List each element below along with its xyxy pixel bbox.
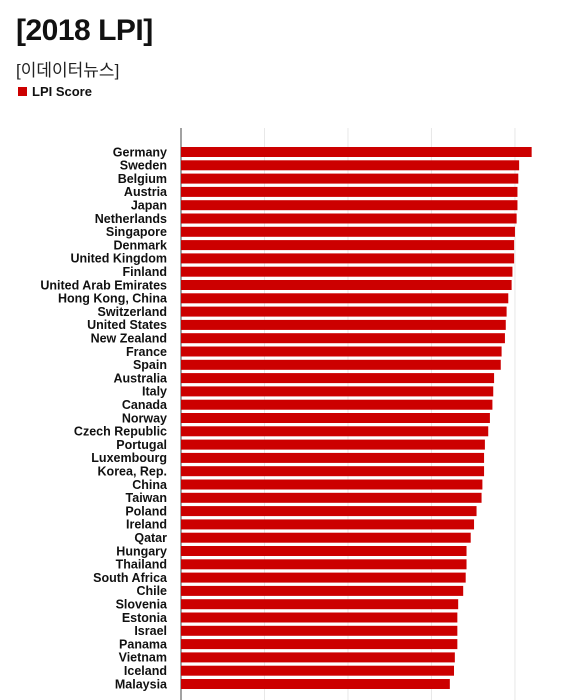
category-label: Thailand [116,558,167,572]
category-label: New Zealand [91,332,167,346]
bar [181,625,458,636]
bar [181,240,515,251]
bar [181,466,485,477]
bar [181,306,507,317]
category-label: Switzerland [98,305,167,319]
category-label: Qatar [134,531,167,545]
category-label: Finland [123,265,167,279]
bar [181,585,464,596]
category-label: Spain [133,358,167,372]
bar [181,319,506,330]
bar [181,679,450,689]
bar [181,147,532,157]
category-label: Denmark [114,238,168,252]
category-label: Estonia [122,611,168,625]
category-label: Sweden [120,159,167,173]
bar [181,492,482,503]
category-label: Korea, Rep. [98,465,167,479]
bar [181,226,515,237]
bar [181,160,520,171]
bar [181,439,485,450]
bar [181,612,458,623]
category-label: Ireland [126,518,167,532]
bar [181,479,483,490]
legend-label: LPI Score [32,84,92,99]
category-label: Taiwan [126,491,167,505]
bar [181,546,467,556]
category-label: Portugal [116,438,167,452]
bar [181,266,513,277]
category-label: Israel [134,624,167,638]
bar [181,373,495,384]
bar [181,452,485,463]
category-label: Netherlands [95,212,167,226]
chart-title: [2018 LPI] [16,14,153,47]
bar [181,253,515,264]
category-label: Norway [122,411,167,425]
legend: LPI Score [18,84,92,99]
bar [181,639,458,650]
bar [181,572,466,583]
bar [181,346,502,357]
bar [181,559,467,570]
category-label: Luxembourg [91,451,167,465]
category-label: Iceland [124,664,167,678]
category-label: Poland [125,504,167,518]
category-label: Hungary [116,544,167,558]
bar [181,173,519,184]
category-label: China [132,478,168,492]
category-label: Italy [142,385,167,399]
bar [181,413,490,423]
bar [181,652,455,663]
category-label: Austria [124,185,168,199]
bar [181,386,494,397]
category-label: Japan [131,199,167,213]
category-label: Canada [122,398,168,412]
bar [181,599,459,610]
bar [181,293,509,304]
bar [181,506,477,517]
legend-swatch [18,87,27,96]
category-label: Vietnam [119,651,167,665]
category-label: Hong Kong, China [58,292,168,306]
bar [181,359,501,370]
bar [181,426,489,437]
bar [181,213,517,224]
bar [181,519,475,530]
category-label: France [126,345,167,359]
category-label: Australia [114,371,169,385]
chart-subtitle: [이데이터뉴스] [16,61,120,80]
category-label: United Arab Emirates [40,278,167,292]
bar [181,200,518,211]
category-label: South Africa [93,571,168,585]
bar [181,186,518,197]
category-label: Slovenia [116,598,168,612]
category-label: Belgium [118,172,167,186]
bar [181,665,455,676]
bar [181,333,505,344]
category-label: Malaysia [115,677,168,691]
bar [181,532,471,543]
category-label: Panama [119,637,168,651]
category-label: Germany [113,145,167,159]
bar [181,280,512,290]
category-label: Singapore [106,225,167,239]
category-label: Czech Republic [74,425,167,439]
bar [181,399,493,410]
category-label: United Kingdom [70,252,167,266]
category-label: United States [87,318,167,332]
category-label: Chile [136,584,167,598]
